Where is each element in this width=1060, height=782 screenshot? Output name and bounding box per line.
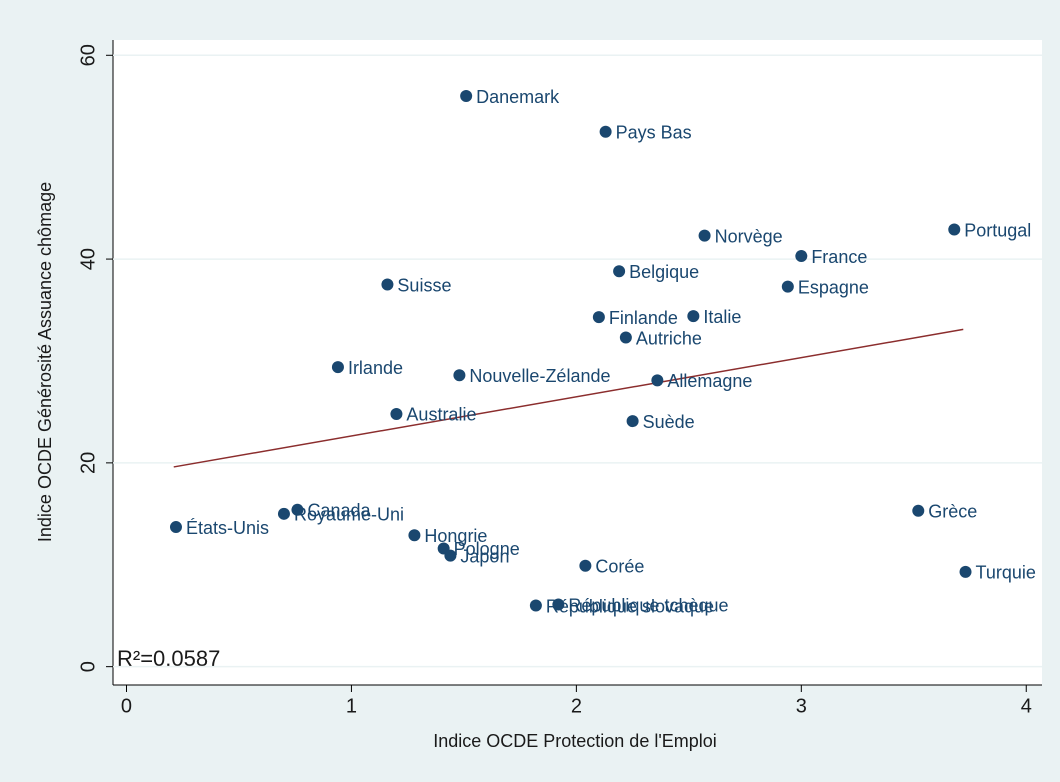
x-tick-label: 4 — [1021, 695, 1032, 717]
point-label: République slovaque — [546, 596, 714, 616]
point-label: Allemagne — [667, 371, 752, 391]
point-label: Pays Bas — [616, 122, 692, 142]
point-label: Belgique — [629, 262, 699, 282]
point-label: Japon — [460, 546, 509, 566]
point-label: Turquie — [976, 563, 1036, 583]
point-label: France — [811, 247, 867, 267]
point — [592, 311, 605, 324]
point-label: États-Unis — [186, 518, 269, 538]
point-label: Hongrie — [424, 526, 487, 546]
y-tick-label: 60 — [77, 44, 99, 66]
plot-area — [113, 40, 1042, 685]
point-label: Espagne — [798, 277, 869, 297]
point-label: Suède — [643, 412, 695, 432]
point — [552, 598, 565, 611]
point — [613, 265, 626, 278]
point-label: Corée — [595, 557, 644, 577]
y-tick-label: 20 — [77, 452, 99, 474]
y-tick-label: 40 — [77, 248, 99, 270]
point — [687, 310, 700, 323]
y-tick-label: 0 — [77, 661, 99, 672]
point — [381, 278, 394, 291]
point-label: République tchèque — [568, 595, 728, 615]
point-label: Suisse — [397, 275, 451, 295]
point — [408, 529, 421, 542]
point-label: Grèce — [928, 502, 977, 522]
point-label: Danemark — [476, 87, 560, 107]
fit-line — [173, 328, 964, 468]
point-label: Finlande — [609, 308, 678, 328]
point — [444, 549, 457, 562]
point — [781, 280, 794, 293]
point — [948, 223, 961, 236]
point-label: Irlande — [348, 358, 403, 378]
point — [619, 331, 632, 344]
x-axis-label: Indice OCDE Protection de l'Emploi — [433, 731, 717, 751]
point — [331, 361, 344, 374]
point-label: Nouvelle-Zélande — [469, 366, 610, 386]
point — [277, 507, 290, 520]
point-label: Canada — [307, 500, 371, 520]
point — [169, 521, 182, 534]
point-label: Royaume-Uni — [294, 505, 404, 525]
point — [959, 565, 972, 578]
y-axis-label: Indice OCDE Générosité Assuance chômage — [35, 182, 55, 542]
point — [390, 407, 403, 420]
x-tick-label: 3 — [796, 695, 807, 717]
x-tick-label: 1 — [346, 695, 357, 717]
point — [453, 369, 466, 382]
x-tick-label: 2 — [571, 695, 582, 717]
point — [579, 559, 592, 572]
point — [651, 374, 664, 387]
point — [529, 599, 542, 612]
point-label: Norvège — [715, 226, 783, 246]
point — [912, 504, 925, 517]
point-label: Pologne — [454, 539, 520, 559]
x-tick-label: 0 — [121, 695, 132, 717]
point-label: Portugal — [964, 220, 1031, 240]
point — [291, 503, 304, 516]
point — [460, 90, 473, 103]
point-label: Autriche — [636, 328, 702, 348]
point-label: Italie — [703, 307, 741, 327]
point — [795, 250, 808, 263]
point — [698, 229, 711, 242]
point-label: Australie — [406, 405, 476, 425]
point — [626, 415, 639, 428]
point — [599, 125, 612, 138]
